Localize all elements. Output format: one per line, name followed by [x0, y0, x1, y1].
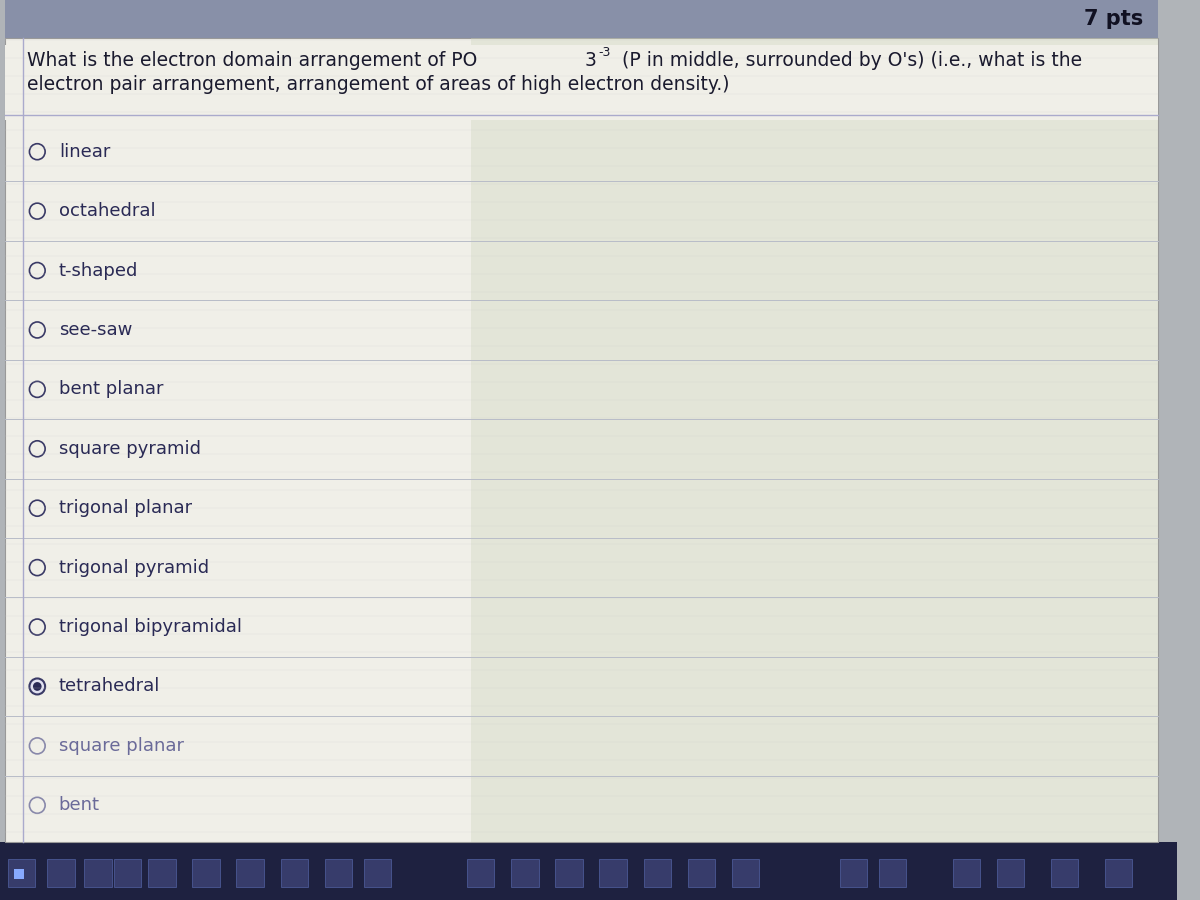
FancyBboxPatch shape — [47, 859, 74, 887]
FancyBboxPatch shape — [732, 859, 760, 887]
FancyBboxPatch shape — [5, 45, 1158, 120]
Text: -3: -3 — [599, 47, 611, 59]
FancyBboxPatch shape — [148, 859, 175, 887]
FancyBboxPatch shape — [84, 859, 112, 887]
Text: octahedral: octahedral — [59, 202, 156, 220]
Text: see-saw: see-saw — [59, 321, 132, 339]
Circle shape — [30, 382, 46, 398]
Circle shape — [30, 738, 46, 754]
FancyBboxPatch shape — [1104, 859, 1132, 887]
FancyBboxPatch shape — [643, 859, 671, 887]
FancyBboxPatch shape — [556, 859, 583, 887]
FancyBboxPatch shape — [511, 859, 539, 887]
FancyBboxPatch shape — [364, 859, 391, 887]
FancyBboxPatch shape — [840, 859, 868, 887]
Circle shape — [30, 500, 46, 517]
FancyBboxPatch shape — [8, 859, 35, 887]
FancyBboxPatch shape — [13, 874, 19, 879]
Circle shape — [30, 560, 46, 576]
Text: trigonal bipyramidal: trigonal bipyramidal — [59, 618, 242, 636]
Text: (P in middle, surrounded by O's) (i.e., what is the: (P in middle, surrounded by O's) (i.e., … — [616, 50, 1082, 69]
Text: trigonal pyramid: trigonal pyramid — [59, 559, 209, 577]
Circle shape — [30, 679, 46, 695]
FancyBboxPatch shape — [688, 859, 715, 887]
Text: linear: linear — [59, 143, 110, 161]
Circle shape — [30, 441, 46, 457]
FancyBboxPatch shape — [599, 859, 626, 887]
Text: square planar: square planar — [59, 737, 184, 755]
Circle shape — [30, 619, 46, 635]
Text: t-shaped: t-shaped — [59, 262, 138, 280]
FancyBboxPatch shape — [878, 859, 906, 887]
FancyBboxPatch shape — [467, 859, 494, 887]
Circle shape — [30, 322, 46, 338]
FancyBboxPatch shape — [1051, 859, 1078, 887]
Text: tetrahedral: tetrahedral — [59, 678, 161, 696]
FancyBboxPatch shape — [953, 859, 980, 887]
Text: 3: 3 — [584, 50, 596, 69]
FancyBboxPatch shape — [114, 859, 142, 887]
FancyBboxPatch shape — [281, 859, 308, 887]
Text: 7 pts: 7 pts — [1084, 9, 1142, 29]
Text: bent planar: bent planar — [59, 381, 163, 399]
FancyBboxPatch shape — [19, 874, 24, 879]
FancyBboxPatch shape — [236, 859, 264, 887]
FancyBboxPatch shape — [997, 859, 1024, 887]
FancyBboxPatch shape — [470, 38, 1158, 842]
Circle shape — [30, 797, 46, 814]
FancyBboxPatch shape — [13, 869, 19, 874]
Text: trigonal planar: trigonal planar — [59, 500, 192, 518]
Text: bent: bent — [59, 796, 100, 814]
Circle shape — [30, 263, 46, 278]
FancyBboxPatch shape — [325, 859, 352, 887]
FancyBboxPatch shape — [192, 859, 220, 887]
FancyBboxPatch shape — [19, 869, 24, 874]
Circle shape — [32, 682, 42, 691]
FancyBboxPatch shape — [0, 842, 1177, 900]
Text: square pyramid: square pyramid — [59, 440, 200, 458]
Circle shape — [30, 144, 46, 159]
FancyBboxPatch shape — [5, 0, 1158, 38]
Text: What is the electron domain arrangement of PO: What is the electron domain arrangement … — [28, 50, 478, 69]
FancyBboxPatch shape — [5, 38, 1158, 842]
Text: electron pair arrangement, arrangement of areas of high electron density.): electron pair arrangement, arrangement o… — [28, 76, 730, 94]
Circle shape — [30, 203, 46, 219]
